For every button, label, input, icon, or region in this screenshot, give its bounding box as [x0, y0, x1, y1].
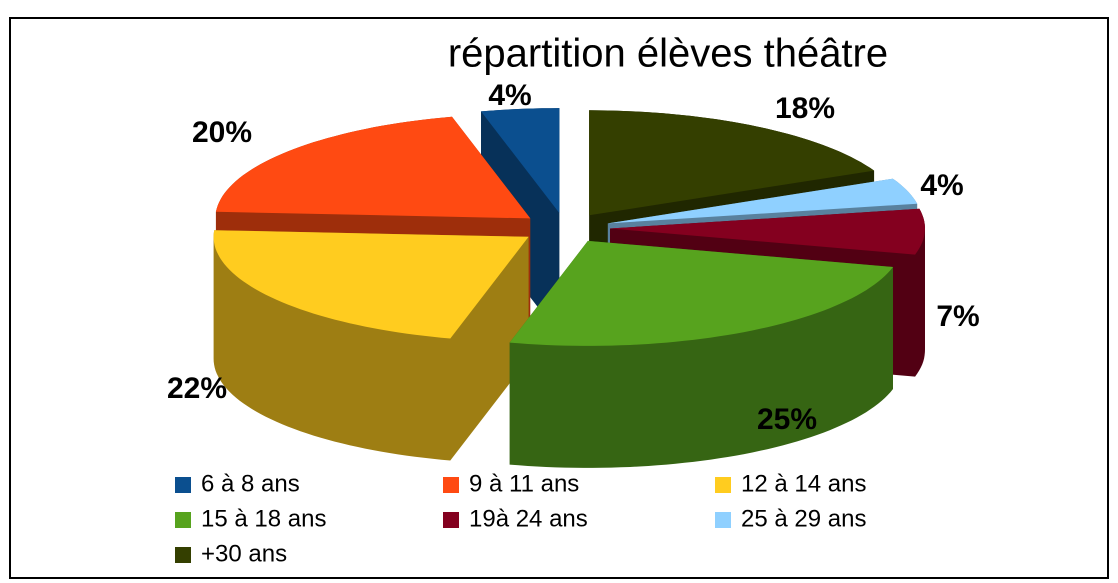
- legend-swatch: [715, 477, 731, 493]
- legend-label: 12 à 14 ans: [741, 470, 866, 497]
- legend-swatch: [715, 512, 731, 528]
- legend-label: +30 ans: [201, 540, 287, 567]
- legend-label: 9 à 11 ans: [469, 470, 579, 497]
- data-label: 7%: [936, 300, 979, 333]
- legend-label: 6 à 8 ans: [201, 470, 300, 497]
- slice-top: [213, 230, 529, 339]
- chart-title: répartition élèves théâtre: [448, 32, 888, 76]
- slice-top: [509, 240, 893, 346]
- legend-label: 15 à 18 ans: [201, 505, 326, 532]
- data-label: 18%: [775, 92, 835, 125]
- slice-top: [610, 208, 925, 255]
- legend-swatch: [175, 512, 191, 528]
- data-label: 4%: [488, 79, 531, 112]
- legend-label: 25 à 29 ans: [741, 505, 866, 532]
- slice-top: [589, 110, 875, 216]
- legend-swatch: [175, 547, 191, 563]
- slice-top: [607, 178, 918, 224]
- data-label: 22%: [167, 372, 227, 405]
- data-label: 4%: [920, 169, 963, 202]
- legend-label: 19à 24 ans: [469, 505, 588, 532]
- data-label: 20%: [192, 116, 252, 149]
- slice-top: [481, 108, 560, 214]
- pie-slice: [509, 240, 893, 468]
- data-label: 25%: [757, 403, 817, 436]
- legend-swatch: [175, 477, 191, 493]
- pie-slice: [213, 230, 529, 461]
- legend-swatch: [443, 477, 459, 493]
- slice-top: [215, 116, 531, 219]
- legend-swatch: [443, 512, 459, 528]
